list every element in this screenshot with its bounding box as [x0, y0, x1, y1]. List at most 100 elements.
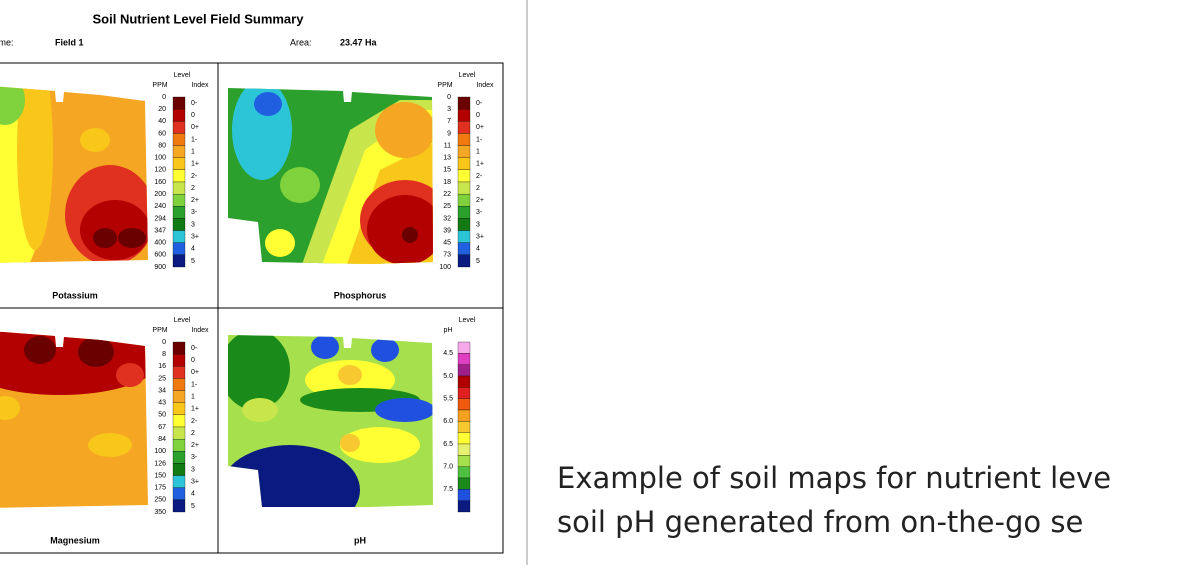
legend-index: 1+ [191, 161, 199, 168]
legend-level: 5.5 [443, 396, 453, 403]
legend-swatch [457, 193, 471, 207]
legend-swatch [172, 487, 186, 501]
legend-index: 5 [191, 503, 195, 510]
legend-index: 2 [476, 185, 480, 192]
legend-level: 43 [158, 400, 166, 407]
legend-level: 39 [443, 227, 451, 234]
legend-level: 120 [154, 167, 166, 174]
legend-swatch [457, 169, 471, 183]
legend-index: 3+ [191, 233, 199, 240]
legend-swatch [457, 341, 471, 354]
legend-level: 40 [158, 118, 166, 125]
legend-index: 1 [191, 148, 195, 155]
legend-level: 73 [443, 252, 451, 259]
legend-header: PPM [152, 327, 167, 334]
potassium-map [0, 86, 148, 263]
legend-swatch [457, 409, 471, 422]
area-label: Area: [290, 37, 312, 47]
legend-swatch [172, 169, 186, 183]
legend-swatch [457, 477, 471, 490]
legend-level: 11 [444, 142, 451, 149]
legend-header: Level [459, 317, 476, 324]
legend-index: 1+ [191, 406, 199, 413]
legend-header: Level [174, 72, 191, 79]
legend-level: 16 [158, 363, 166, 370]
title: Soil Nutrient Level Field Summary [93, 11, 305, 26]
legend-swatch [457, 375, 471, 388]
legend-swatch [457, 206, 471, 219]
legend-level: 100 [439, 264, 451, 271]
legend-swatch [457, 466, 471, 479]
legend-index: 5 [191, 258, 195, 265]
legend-swatch [172, 254, 186, 268]
legend-level: 0 [447, 94, 451, 101]
legend-index: 1- [191, 381, 198, 388]
legend-index: 0- [191, 345, 198, 352]
legend-swatch [457, 353, 471, 365]
legend-swatch [172, 451, 186, 464]
legend-swatch [172, 145, 186, 158]
legend-swatch [457, 432, 471, 445]
legend-index: 5 [476, 258, 480, 265]
legend-index: 2+ [191, 442, 199, 449]
legend-swatch [172, 463, 186, 476]
legend-header: Level [174, 317, 191, 324]
panel-title: Magnesium [50, 535, 100, 545]
legend-level: 9 [447, 130, 451, 137]
legend-level: 3 [447, 106, 451, 113]
legend-level: 294 [154, 215, 166, 222]
legend-level: 150 [154, 472, 166, 479]
legend-swatch [457, 443, 471, 456]
legend-index: 1+ [476, 161, 484, 168]
legend-swatch [172, 475, 186, 488]
legend-level: 18 [443, 179, 451, 186]
legend-swatch [457, 121, 471, 134]
legend-swatch [172, 133, 186, 146]
legend-swatch [172, 402, 186, 416]
legend-header: pH [444, 327, 453, 334]
legend-level: 32 [443, 215, 451, 222]
legend-index: 2+ [191, 197, 199, 204]
legend-level: 7.0 [443, 464, 453, 471]
legend-index: 0+ [191, 124, 199, 131]
legend-swatch [457, 254, 471, 268]
legend-level: 20 [158, 106, 166, 113]
legend-header: Index [476, 82, 494, 89]
legend-swatch [172, 181, 186, 195]
legend-level: 600 [154, 252, 166, 259]
legend-index: 2+ [476, 197, 484, 204]
legend-level: 15 [443, 167, 451, 174]
phosphorus-map [228, 88, 433, 264]
legend-swatch [172, 366, 186, 379]
legend-swatch [457, 500, 471, 513]
legend-index: 4 [191, 246, 195, 253]
caption-line: Example of soil maps for nutrient leve [557, 461, 1111, 495]
legend-index: 3- [191, 209, 198, 216]
legend-header: Index [191, 82, 209, 89]
legend-index: 3+ [191, 478, 199, 485]
legend-level: 67 [158, 424, 166, 431]
legend-swatch [172, 121, 186, 134]
legend-index: 0- [191, 100, 198, 107]
legend-index: 4 [191, 491, 195, 498]
legend-swatch [172, 242, 186, 256]
legend-index: 2- [191, 418, 198, 425]
legend-index: 2 [191, 185, 195, 192]
legend-header: PPM [437, 82, 452, 89]
ph-map [228, 335, 433, 507]
legend-index: 0+ [476, 124, 484, 131]
legend-level: 200 [154, 191, 166, 198]
legend-index: 3 [476, 221, 480, 228]
legend-swatch [457, 96, 471, 110]
legend-swatch [172, 414, 186, 428]
legend-index: 4 [476, 246, 480, 253]
legend-index: 2- [191, 173, 198, 180]
legend-swatch [172, 390, 186, 403]
legend-level: 6.0 [443, 418, 453, 425]
legend-swatch [457, 218, 471, 231]
legend-index: 3 [191, 221, 195, 228]
legend-level: 34 [158, 387, 166, 394]
legend-index: 3- [476, 209, 483, 216]
legend-level: 13 [443, 155, 451, 162]
legend-swatch [172, 378, 186, 391]
